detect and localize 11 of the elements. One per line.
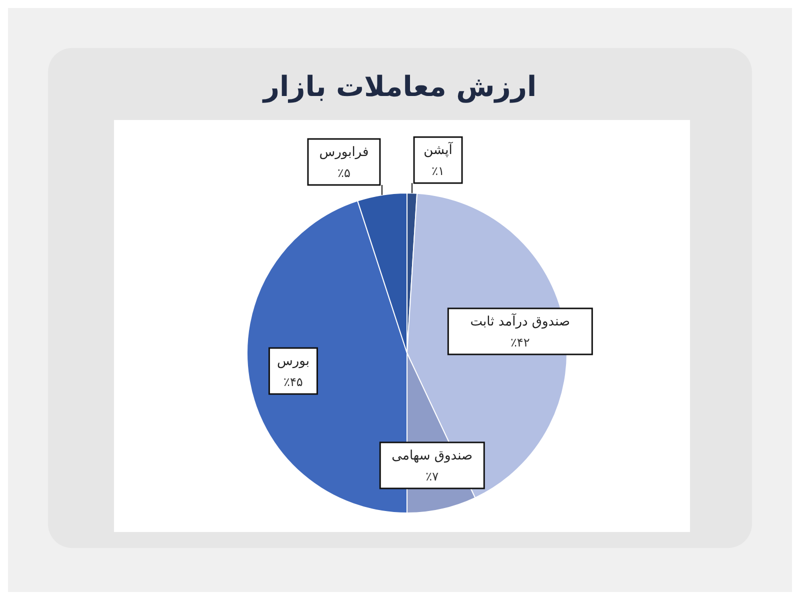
data-label: ٪۴۲: [510, 335, 530, 350]
slice-label: فرابورس: [319, 144, 369, 160]
data-label: ٪۴۵: [284, 375, 303, 390]
chart-title: ارزش معاملات بازار: [261, 70, 538, 103]
slice-label: بورس: [276, 354, 310, 370]
slice-label: صندوق سهامی: [392, 448, 473, 464]
data-label: ٪۷: [426, 469, 440, 484]
data-label: ٪۱: [432, 164, 444, 178]
slice-label: صندوق درآمد ثابت: [470, 312, 570, 330]
slice-label: آپشن: [424, 141, 454, 158]
data-label: ٪۵: [338, 166, 350, 180]
